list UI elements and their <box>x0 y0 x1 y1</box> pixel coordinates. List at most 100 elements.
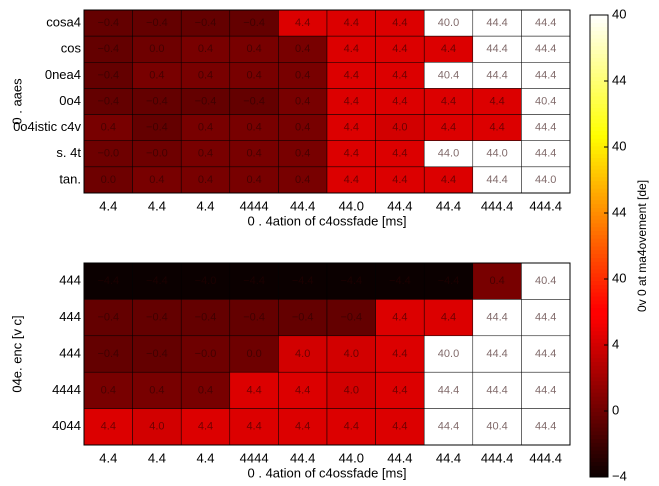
heatmap-cell <box>278 140 328 168</box>
colorbar-gradient <box>590 403 608 409</box>
cell-label: 44.0 <box>438 148 459 160</box>
cell-label: −0.4 <box>97 348 119 360</box>
heatmap-cell <box>229 371 279 409</box>
colorbar-gradient <box>590 461 608 466</box>
cell-label: 4.4 <box>344 174 359 186</box>
cell-label: 44.4 <box>486 17 507 29</box>
heatmap-cell <box>423 35 474 63</box>
heatmap-cell <box>326 140 376 168</box>
colorbar-gradient <box>590 192 608 197</box>
cell-label: 4.4 <box>246 421 261 433</box>
heatmap-cell <box>472 371 522 409</box>
colorbar-gradient <box>590 246 608 251</box>
cell-label: 0.4 <box>246 43 261 55</box>
x-tick-label: 44.4 <box>387 450 412 465</box>
y-tick-label: 4044 <box>52 418 81 433</box>
cell-label: −4.4 <box>97 275 119 287</box>
x-tick-label: 444.4 <box>529 450 562 465</box>
heatmap-cell <box>278 114 328 141</box>
colorbar-gradient <box>590 145 608 151</box>
colorbar-gradient <box>590 126 608 131</box>
cell-label: 4.4 <box>489 95 504 107</box>
heatmap-cell <box>472 262 522 300</box>
colorbar-gradient <box>590 342 608 347</box>
heatmap-cell <box>180 140 231 168</box>
cell-label: 0.0 <box>246 348 261 360</box>
colorbar-gradient <box>590 453 608 459</box>
colorbar-gradient <box>590 222 608 228</box>
heatmap-cell <box>521 35 571 63</box>
colorbar-gradient <box>590 473 608 478</box>
cell-label: 4.4 <box>441 122 456 134</box>
colorbar-gradient <box>590 376 608 382</box>
cell-label: 0.4 <box>295 69 310 81</box>
cell-label: 4.4 <box>441 174 456 186</box>
x-tick-label: 4.4 <box>99 450 117 465</box>
colorbar-gradient <box>590 207 608 212</box>
heatmap-cell <box>180 408 231 446</box>
colorbar-gradient <box>590 272 608 278</box>
colorbar-gradient <box>590 195 608 201</box>
cell-label: 4.4 <box>344 148 359 160</box>
colorbar-gradient <box>590 234 608 239</box>
cell-label: 0.4 <box>489 275 504 287</box>
cell-label: 0.4 <box>295 148 310 160</box>
x-axis-label: 0 . 4ation of c4ossfade [ms] <box>248 213 407 228</box>
colorbar-gradient <box>590 226 608 232</box>
cell-label: −0.4 <box>292 312 314 324</box>
heatmap-cell <box>132 408 182 446</box>
heatmap-cell <box>521 9 571 37</box>
colorbar-gradient <box>590 400 608 405</box>
colorbar-gradient <box>590 261 608 266</box>
colorbar-gradient <box>590 334 608 339</box>
colorbar-gradient <box>590 280 608 285</box>
x-tick-label: 44.4 <box>387 198 412 213</box>
colorbar-gradient <box>590 80 608 85</box>
colorbar-gradient <box>590 176 608 182</box>
heatmap-cell <box>423 88 474 115</box>
cell-label: 0.4 <box>149 69 164 81</box>
heatmap-cell <box>423 262 474 300</box>
colorbar-gradient <box>590 469 608 474</box>
heatmap-cell <box>132 335 182 373</box>
heatmap-cell <box>375 114 425 141</box>
colorbar-gradient <box>590 369 608 374</box>
colorbar-gradient <box>590 299 608 305</box>
heatmap-cell <box>472 299 522 337</box>
colorbar-gradient <box>590 249 608 255</box>
heatmap-cell <box>521 166 571 194</box>
cell-label: −0.4 <box>195 95 217 107</box>
y-tick-label: cos <box>61 41 82 56</box>
cell-label: 4.0 <box>392 122 407 134</box>
cell-label: 4.4 <box>392 384 407 396</box>
y-tick-label: 0o4 <box>59 93 81 108</box>
cell-label: −0.4 <box>146 348 168 360</box>
colorbar-gradient <box>590 415 608 420</box>
colorbar-gradient <box>590 311 608 316</box>
cell-label: 0.4 <box>295 95 310 107</box>
heatmap-cell <box>423 62 474 89</box>
heatmap-cell <box>83 335 133 373</box>
plot-frame <box>83 262 571 446</box>
cell-label: −0.0 <box>97 148 119 160</box>
cell-label: 4.4 <box>295 17 310 29</box>
cell-label: 4.4 <box>441 95 456 107</box>
heatmap-cell <box>423 114 474 141</box>
heatmap-cell <box>326 408 376 446</box>
cell-label: −4.4 <box>340 275 362 287</box>
x-tick-label: 4.4 <box>196 450 214 465</box>
colorbar-gradient <box>590 107 608 112</box>
x-tick-label: 444.4 <box>529 198 562 213</box>
cell-label: −0.4 <box>97 312 119 324</box>
plot-frame <box>83 9 571 194</box>
cell-label: 44.4 <box>535 122 556 134</box>
heatmap-cell <box>132 262 182 300</box>
cell-label: −0.4 <box>97 69 119 81</box>
cell-label: 40.4 <box>486 421 507 433</box>
colorbar-gradient <box>590 49 608 54</box>
cell-label: 44.4 <box>535 148 556 160</box>
x-tick-label: 4444 <box>240 198 269 213</box>
x-tick-label: 44.4 <box>436 450 461 465</box>
colorbar-gradient <box>590 276 608 282</box>
colorbar-gradient <box>590 323 608 328</box>
